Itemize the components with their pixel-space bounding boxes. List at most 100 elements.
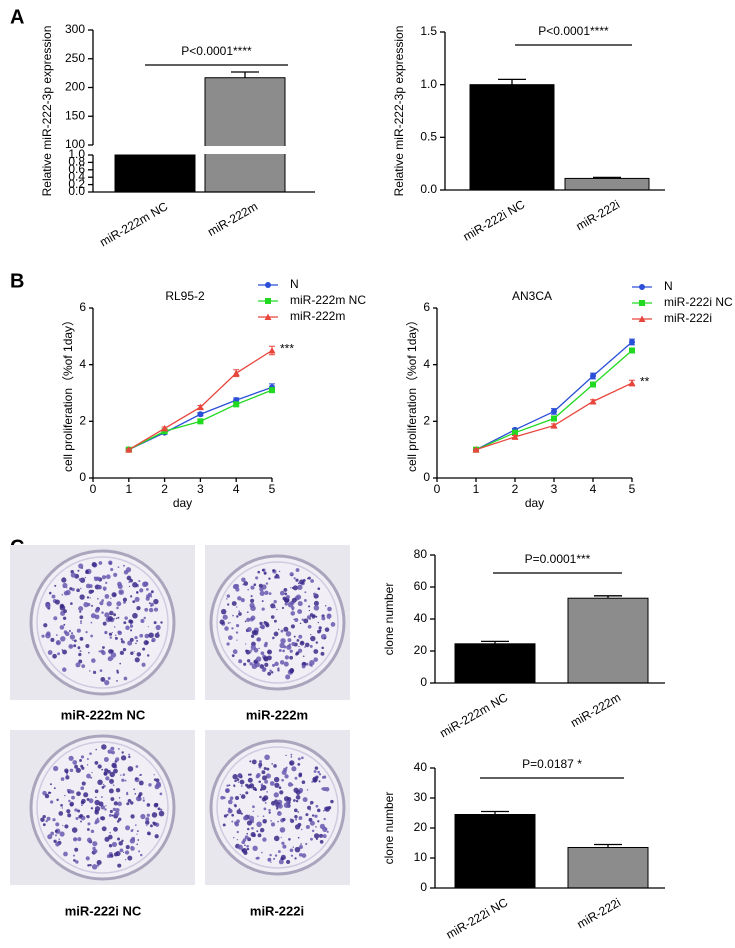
colony: [129, 637, 134, 642]
colony: [277, 850, 281, 853]
colony: [266, 767, 270, 771]
colony: [89, 752, 92, 755]
colony: [260, 651, 265, 656]
colony: [247, 588, 249, 591]
colony: [90, 634, 94, 638]
colony: [160, 808, 163, 811]
colony: [259, 587, 264, 592]
colony: [241, 577, 246, 583]
colony: [226, 642, 230, 646]
colony: [130, 623, 132, 625]
colony: [310, 633, 312, 636]
colony: [291, 641, 296, 647]
colony: [57, 652, 61, 656]
y-tick-label: 0.0: [68, 184, 85, 198]
colony: [250, 634, 255, 638]
colony: [145, 820, 150, 825]
colony: [250, 605, 256, 612]
colony: [81, 781, 86, 786]
marker: [125, 446, 133, 453]
colony: [235, 631, 239, 634]
colony: [146, 824, 148, 827]
colony: [261, 607, 265, 611]
colony: [127, 798, 132, 803]
colony: [86, 815, 90, 819]
colony: [313, 770, 317, 773]
y-tick-label: 2: [79, 414, 86, 428]
colony: [243, 815, 248, 821]
colony: [224, 788, 230, 794]
chart-title: RL95-2: [165, 289, 205, 303]
colony: [80, 820, 82, 823]
bar: [564, 177, 650, 191]
x-tick-label: 5: [629, 482, 636, 496]
colony: [92, 841, 98, 847]
colony: [73, 859, 76, 862]
colony: [88, 584, 93, 588]
colony: [245, 643, 247, 645]
colony: [88, 670, 91, 672]
colony: [42, 814, 46, 819]
colony: [291, 597, 297, 603]
colony: [75, 860, 79, 864]
colony: [112, 784, 115, 786]
colony: [79, 759, 82, 762]
colony: [83, 601, 89, 608]
legend-label: miR-222i: [664, 311, 712, 325]
colony: [137, 796, 142, 801]
colony: [232, 584, 238, 590]
colony: [59, 604, 66, 611]
colony: [142, 647, 146, 651]
colony: [125, 625, 130, 631]
colony: [284, 602, 288, 606]
colony: [321, 616, 326, 621]
colony: [108, 844, 113, 848]
x-tick-label: miR-222m NC: [97, 199, 170, 249]
colony: [238, 610, 241, 613]
colony: [314, 766, 319, 770]
colony: [111, 592, 117, 598]
colony: [123, 570, 129, 575]
colony: [107, 615, 113, 622]
colony: [253, 583, 257, 587]
colony: [127, 766, 134, 772]
colony: [263, 622, 266, 625]
colony: [71, 795, 75, 800]
colony: [80, 587, 82, 590]
colony: [116, 680, 118, 682]
colony: [103, 771, 108, 776]
colony: [327, 614, 330, 617]
colony: [86, 797, 90, 801]
colony: [229, 622, 231, 624]
colony: [297, 609, 303, 614]
colony: [89, 597, 91, 599]
colony: [66, 587, 68, 589]
colony: [308, 609, 311, 612]
colony: [55, 841, 60, 847]
colony: [79, 610, 82, 613]
y-axis-label: cell proliferation（%of 1day）: [405, 314, 419, 472]
colony: [297, 810, 300, 813]
colony: [124, 859, 127, 861]
colony: [123, 621, 127, 625]
colony: [259, 621, 263, 626]
colony: [311, 665, 313, 667]
dish-photo: [205, 545, 350, 700]
colony: [85, 631, 88, 634]
colony: [99, 669, 103, 673]
colony: [104, 836, 110, 842]
colony: [78, 652, 82, 657]
y-tick-label: 0: [423, 470, 430, 484]
colony: [231, 813, 235, 817]
colony: [113, 613, 117, 617]
colony: [114, 636, 118, 640]
colony: [222, 614, 228, 620]
colony: [311, 814, 315, 817]
colony: [80, 786, 85, 791]
y-axis-label: Relative miR-222-3p expression: [392, 26, 406, 197]
colony: [138, 579, 141, 583]
colony: [295, 818, 298, 821]
colony: [45, 603, 51, 609]
colony: [287, 782, 293, 787]
colony: [58, 811, 64, 816]
